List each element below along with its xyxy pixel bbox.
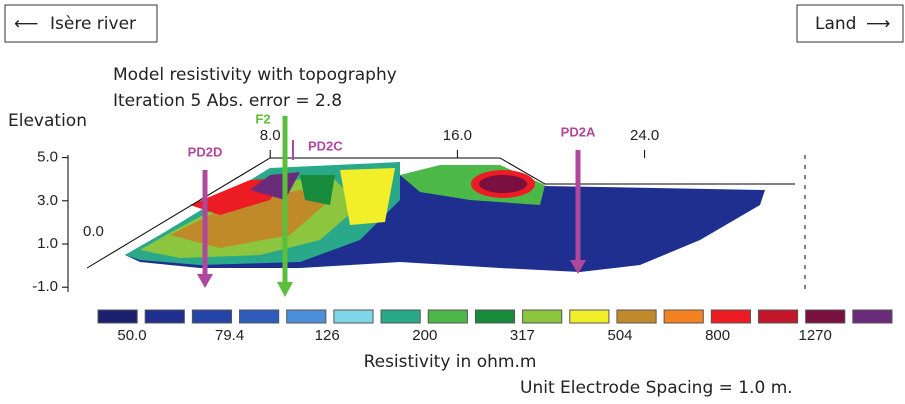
x-tick-label: 8.0 [260,127,281,144]
right-label: Land [815,14,856,34]
section [125,162,765,272]
arrow-left: ⟵ [14,14,38,34]
color-swatch [474,309,516,324]
color-swatch [522,309,563,324]
scale-label: 79.4 [215,327,244,344]
topography [86,157,795,269]
scale-title: Resistivity in ohm.m [364,352,537,372]
x-tick-label: 16.0 [443,127,472,144]
color-swatch [757,309,799,324]
scale-label: 504 [607,327,632,344]
color-swatch [805,309,846,324]
right-box [796,4,904,43]
color-swatch [286,309,327,324]
x-tick-label: 0.0 [83,223,104,240]
scale-label: 317 [510,327,535,344]
color-swatch [380,309,421,324]
color-swatch [852,309,893,324]
y-tick-label: -1.0 [32,278,58,295]
arrow-right: ⟶ [866,14,890,34]
marker-head [277,282,293,297]
y-tick-label: 5.0 [37,149,58,166]
marker-label: PD2C [308,138,343,153]
marker-head [197,274,213,288]
scale-label: 1270 [799,327,832,344]
scale-label: 50.0 [117,327,146,344]
color-swatch [333,309,374,324]
left-box [4,4,158,43]
scale-label: 800 [705,327,730,344]
y-axis-label: Elevation [8,111,87,131]
color-swatch [616,309,657,324]
color-swatch [144,309,185,324]
y-tick-label: 3.0 [37,192,58,209]
left-label: Isère river [50,14,136,34]
scale-label: 200 [412,327,437,344]
marker-label: PD2D [188,144,223,159]
color-swatch [191,309,233,324]
color-swatch [663,309,704,324]
scale-label: 126 [315,327,340,344]
x-tick-label: 24.0 [630,127,659,144]
color-swatch [239,309,280,324]
y-tick-label: 1.0 [37,235,58,252]
marker-label: F2 [255,111,270,126]
color-swatch [427,309,468,324]
color-swatch [710,309,751,324]
title-line: Iteration 5 Abs. error = 2.8 [113,91,342,111]
marker-label: PD2A [561,124,596,139]
marker-head [570,260,586,274]
title-line: Model resistivity with topography [113,65,397,85]
color-swatch [569,309,610,324]
note: Unit Electrode Spacing = 1.0 m. [520,378,793,398]
color-swatch [97,309,138,324]
